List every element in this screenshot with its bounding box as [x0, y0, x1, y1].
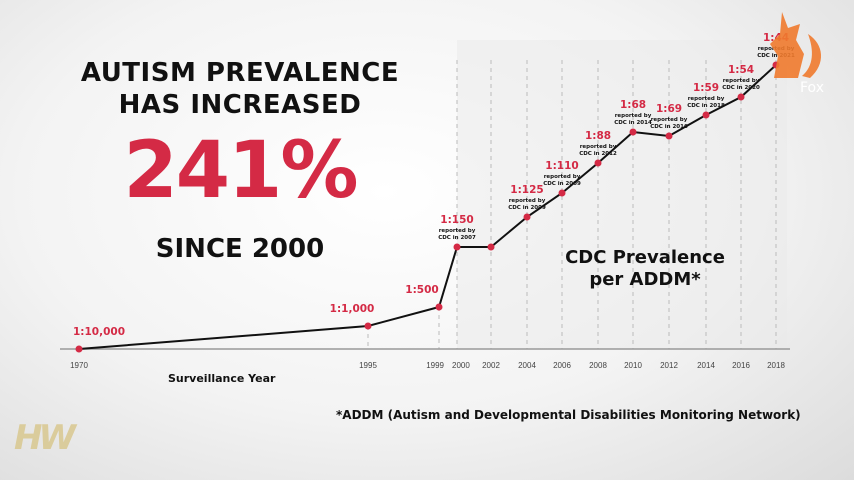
data-note-2016: reported by — [723, 78, 760, 84]
x-tick-2014: 2014 — [697, 361, 715, 370]
x-tick-1995: 1995 — [359, 361, 377, 370]
data-label-2016: 1:54 — [728, 64, 754, 76]
data-note-2016: CDC in 2020 — [722, 85, 760, 91]
data-point-2010 — [629, 128, 637, 136]
x-tick-1970: 1970 — [70, 361, 88, 370]
fox-watermark: Fox — [800, 80, 824, 96]
data-note-2008: CDC in 2012 — [579, 151, 617, 157]
data-point-2014 — [702, 111, 710, 119]
x-tick-2000: 2000 — [452, 361, 470, 370]
x-tick-2012: 2012 — [660, 361, 678, 370]
data-label-2004: 1:125 — [510, 184, 543, 196]
data-note-2010: reported by — [615, 113, 652, 119]
data-point-2002 — [487, 243, 495, 251]
data-label-1999: 1:500 — [405, 284, 438, 296]
fox-logo-icon — [770, 12, 822, 78]
data-point-2006 — [558, 189, 566, 197]
data-label-2008: 1:88 — [585, 130, 611, 142]
data-label-1995: 1:1,000 — [330, 303, 375, 315]
annotation-line1: CDC Prevalence — [565, 247, 725, 268]
data-note-2012: reported by — [651, 117, 688, 123]
data-point-1999 — [435, 303, 443, 311]
data-point-1970 — [75, 345, 83, 353]
annotation-line2: per ADDM* — [589, 269, 701, 290]
data-note-2006: CDC in 2009 — [543, 181, 581, 187]
data-note-2008: reported by — [580, 144, 617, 150]
data-point-1995 — [364, 322, 372, 330]
data-label-2014: 1:59 — [693, 82, 719, 94]
x-tick-2018: 2018 — [767, 361, 785, 370]
data-point-2000 — [453, 243, 461, 251]
data-note-2004: CDC in 2009 — [508, 205, 546, 211]
hw-logo: HW — [14, 418, 76, 458]
data-note-2010: CDC in 2014 — [614, 120, 652, 126]
data-point-2004 — [523, 213, 531, 221]
data-point-2016 — [737, 93, 745, 101]
x-tick-2008: 2008 — [589, 361, 607, 370]
data-note-2004: reported by — [509, 198, 546, 204]
data-note-2012: CDC in 2016 — [650, 124, 688, 130]
x-tick-2004: 2004 — [518, 361, 536, 370]
data-note-2014: CDC in 2018 — [687, 103, 725, 109]
data-note-2014: reported by — [688, 96, 725, 102]
footnote: *ADDM (Autism and Developmental Disabili… — [336, 408, 801, 422]
x-tick-2002: 2002 — [482, 361, 500, 370]
data-note-2000: CDC in 2007 — [438, 235, 476, 241]
data-note-2006: reported by — [544, 174, 581, 180]
data-note-2018: CDC in 2021 — [757, 53, 795, 59]
x-axis-label: Surveillance Year — [168, 372, 276, 385]
data-label-2010: 1:68 — [620, 99, 646, 111]
data-label-2012: 1:69 — [656, 103, 682, 115]
headline-line1: AUTISM PREVALENCE — [80, 58, 400, 88]
data-point-2008 — [594, 159, 602, 167]
data-note-2000: reported by — [439, 228, 476, 234]
shaded-region — [457, 40, 787, 349]
x-tick-2010: 2010 — [624, 361, 642, 370]
headline-since: SINCE 2000 — [155, 234, 325, 264]
x-tick-1999: 1999 — [426, 361, 444, 370]
data-point-2012 — [665, 132, 673, 140]
headline-line2: HAS INCREASED — [118, 90, 362, 120]
data-label-2006: 1:110 — [545, 160, 578, 172]
x-tick-2006: 2006 — [553, 361, 571, 370]
data-label-1970: 1:10,000 — [73, 326, 125, 338]
data-label-2000: 1:150 — [440, 214, 473, 226]
headline-percent: 241% — [123, 126, 359, 216]
x-tick-2016: 2016 — [732, 361, 750, 370]
